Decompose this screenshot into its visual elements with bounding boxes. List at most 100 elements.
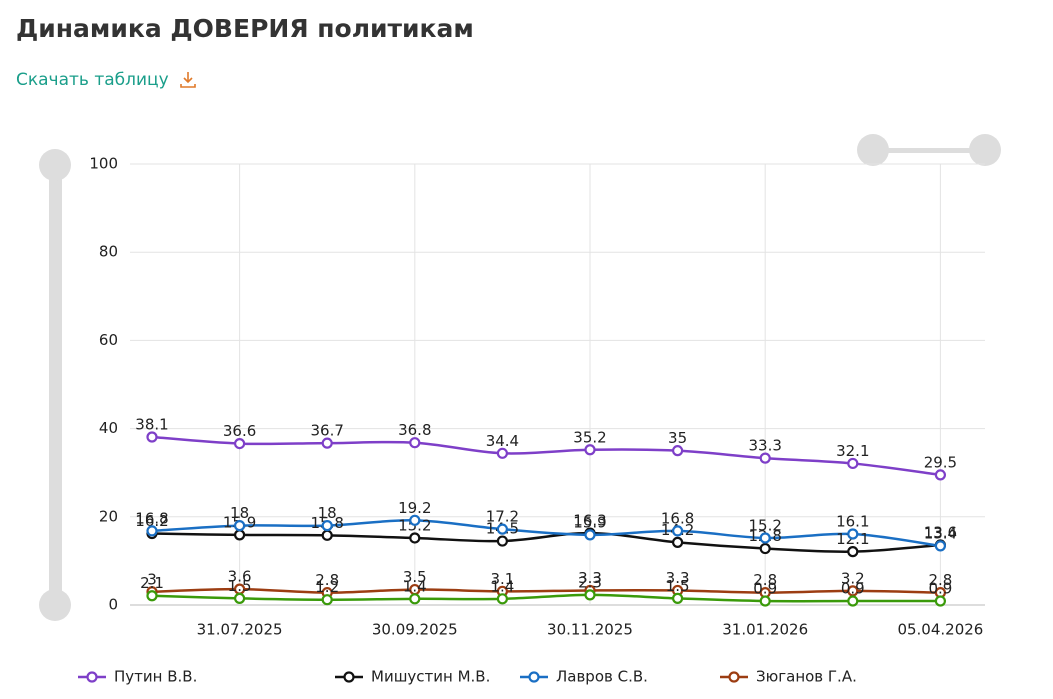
data-label: 34.4: [486, 432, 519, 450]
data-point: [146, 431, 158, 443]
download-icon[interactable]: [180, 72, 196, 88]
data-label: 36.8: [398, 421, 431, 439]
data-point: [496, 593, 508, 605]
data-point: [409, 593, 421, 605]
data-point: [146, 590, 158, 602]
data-point: [759, 452, 771, 464]
data-point: [671, 445, 684, 457]
icon[interactable]: [180, 72, 196, 88]
data-label: 32.1: [836, 442, 869, 460]
data-point: [759, 595, 771, 607]
data-point: [496, 535, 508, 547]
data-point: [934, 595, 947, 607]
data-point: [321, 520, 333, 532]
x-tick-label: 31.07.2025: [197, 621, 283, 639]
legend-label[interactable]: Мишустин М.В.: [371, 668, 490, 686]
data-label: 35.2: [573, 428, 606, 446]
data-label: 36.7: [310, 422, 343, 440]
data-label: 3.5: [403, 568, 427, 586]
data-label: 3.1: [490, 570, 514, 588]
data-label: 15.9: [573, 513, 606, 531]
y-tick-label: 100: [89, 155, 118, 173]
data-label: 16.3: [573, 512, 606, 530]
legend-label[interactable]: Лавров С.В.: [556, 668, 648, 686]
data-label: 38.1: [135, 415, 168, 433]
data-point: [847, 457, 859, 470]
data-label: 0.9: [753, 580, 777, 598]
x-tick-label: 30.09.2025: [372, 621, 458, 639]
x-tick-label: 30.11.2025: [547, 621, 633, 639]
data-point: [934, 469, 947, 481]
slider-handle[interactable]: [857, 134, 889, 166]
data-point: [671, 592, 684, 604]
series-line: [151, 587, 941, 594]
data-label: 18: [318, 504, 337, 522]
data-label: 33.3: [748, 437, 781, 455]
data-label: 13.4: [924, 524, 957, 542]
data-point: [759, 532, 771, 544]
data-point: [146, 525, 158, 537]
data-label: 2.3: [578, 573, 602, 591]
data-label: 35: [668, 429, 687, 447]
legend-label[interactable]: Зюганов Г.А.: [756, 668, 857, 686]
range-slider[interactable]: [873, 148, 985, 153]
data-label: 29.5: [924, 453, 957, 471]
data-point: [409, 532, 421, 544]
data-point: [671, 525, 684, 537]
slider-handle[interactable]: [39, 149, 71, 181]
data-label: 19.2: [398, 499, 431, 517]
data-label: 36.6: [223, 422, 256, 440]
x-tick-label: 05.04.2026: [897, 621, 983, 639]
data-label: 3.2: [841, 569, 865, 587]
data-label: 17.2: [486, 508, 519, 526]
data-label: 1.5: [666, 577, 690, 595]
data-point: [847, 595, 859, 607]
data-point: [496, 523, 508, 535]
data-point: [234, 437, 246, 450]
data-point: [321, 529, 333, 541]
series-line: [151, 593, 941, 603]
data-point: [584, 444, 596, 456]
data-label: 15.2: [748, 516, 781, 534]
data-point: [671, 536, 684, 548]
data-label: 2.1: [140, 574, 164, 592]
data-label: 16.8: [135, 509, 168, 527]
data-label: 2.8: [928, 571, 952, 589]
slider-handle[interactable]: [969, 134, 1001, 166]
legend-label[interactable]: Путин В.В.: [114, 668, 197, 686]
slider-handle[interactable]: [39, 589, 71, 621]
data-label: 3.6: [228, 568, 252, 586]
data-point: [409, 437, 421, 449]
data-label: 2.8: [315, 571, 339, 589]
range-slider[interactable]: [49, 165, 62, 605]
y-tick-label: 60: [99, 331, 118, 349]
data-label: 18: [230, 504, 249, 522]
data-label: 2.8: [753, 571, 777, 589]
data-label: 0.9: [928, 580, 952, 598]
data-label: 16.1: [836, 512, 869, 530]
data-label: 0.9: [841, 580, 865, 598]
data-point: [584, 589, 596, 601]
data-point: [584, 529, 596, 541]
legend-marker: [528, 671, 540, 683]
data-point: [847, 546, 859, 558]
data-point: [847, 528, 859, 540]
series-line: [151, 519, 941, 548]
title: Динамика ДОВЕРИЯ политикам: [16, 14, 474, 43]
data-label: 1.4: [403, 577, 427, 595]
data-point: [934, 540, 947, 552]
y-tick-label: 80: [99, 243, 118, 261]
data-point: [759, 542, 771, 555]
download-link[interactable]: Скачать таблицу: [16, 70, 169, 90]
data-point: [234, 520, 246, 532]
data-label: 1.5: [228, 577, 252, 595]
y-tick-label: 0: [108, 596, 118, 614]
data-label: 3.3: [666, 569, 690, 587]
y-tick-label: 20: [99, 507, 118, 525]
series-line: [151, 531, 941, 553]
data-label: 1.4: [490, 577, 514, 595]
data-point: [409, 514, 421, 526]
data-point: [496, 447, 508, 459]
